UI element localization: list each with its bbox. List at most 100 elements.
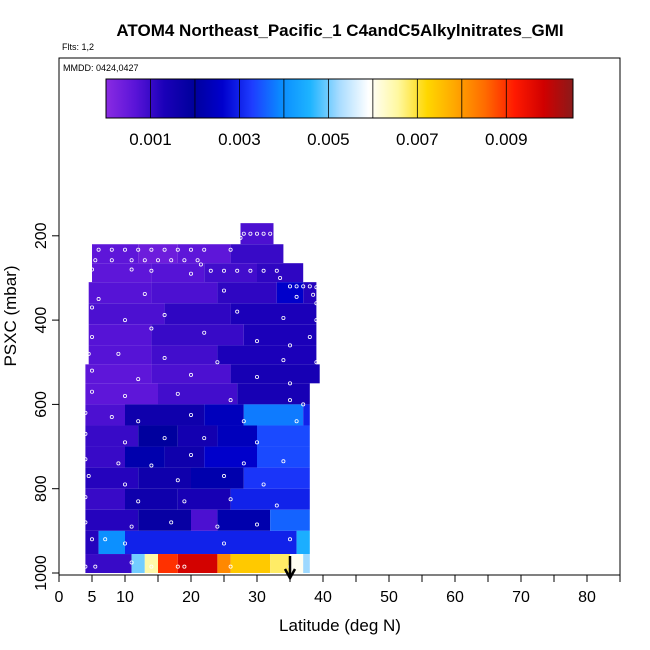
sample-point xyxy=(188,372,193,377)
sample-point xyxy=(281,315,286,320)
heatmap-cell xyxy=(138,467,191,489)
sample-point xyxy=(175,564,180,569)
x-axis-label: Latitude (deg N) xyxy=(279,616,401,635)
heatmap-cell xyxy=(85,383,158,405)
sample-point xyxy=(314,285,319,290)
sample-point xyxy=(274,503,279,508)
sample-point xyxy=(314,360,319,365)
sample-point xyxy=(281,358,286,363)
sample-point xyxy=(307,284,312,289)
sample-point xyxy=(90,389,95,394)
sample-point xyxy=(241,231,246,236)
sample-point xyxy=(83,564,88,569)
sample-point xyxy=(129,258,134,263)
sample-point xyxy=(83,410,88,415)
sample-point xyxy=(123,440,128,445)
sample-point xyxy=(182,499,187,504)
sample-point xyxy=(155,258,160,263)
sample-point xyxy=(169,520,174,525)
sample-point xyxy=(188,247,193,252)
sample-point xyxy=(228,497,233,502)
heatmap-cell xyxy=(92,244,139,264)
sample-point xyxy=(241,419,246,424)
sample-point xyxy=(103,537,108,542)
location-arrow xyxy=(283,556,297,581)
heatmap-cell xyxy=(191,509,218,531)
heatmap-cell xyxy=(243,404,304,426)
sample-point xyxy=(123,318,128,323)
y-tick-label: 1000 xyxy=(33,555,50,591)
heatmap-cell xyxy=(290,554,304,573)
heatmap-cell xyxy=(158,554,178,573)
heatmap-cell xyxy=(144,554,158,573)
sample-point xyxy=(90,334,95,339)
sample-point xyxy=(136,419,141,424)
sample-point xyxy=(175,247,180,252)
heatmap-cell xyxy=(85,364,152,384)
sample-point xyxy=(123,482,128,487)
heatmap-cell xyxy=(276,282,304,304)
sample-point xyxy=(149,326,154,331)
sample-point xyxy=(109,258,114,263)
heatmap-cell xyxy=(237,383,310,405)
sample-point xyxy=(83,431,88,436)
sample-point xyxy=(83,520,88,525)
x-tick-label: 60 xyxy=(446,589,464,606)
sample-point xyxy=(287,343,292,348)
sample-point xyxy=(129,524,134,529)
sample-point xyxy=(149,463,154,468)
sample-point xyxy=(83,495,88,500)
sample-point xyxy=(96,247,101,252)
sample-point xyxy=(198,262,203,267)
colorbar-tick-label: 0.007 xyxy=(396,130,439,149)
heatmap-cell xyxy=(138,244,178,264)
heatmap-cell xyxy=(125,446,165,468)
sample-point xyxy=(129,267,134,272)
colorbar-gradient xyxy=(105,78,574,119)
sample-point xyxy=(254,375,259,380)
heatmap-cell xyxy=(217,425,257,447)
sample-point xyxy=(228,398,233,403)
sample-point xyxy=(142,258,147,263)
x-tick-label: 0 xyxy=(55,589,64,606)
heatmap-cell xyxy=(88,282,152,304)
sample-point xyxy=(86,474,91,479)
sample-point xyxy=(195,258,200,263)
y-axis-label: PSXC (mbar) xyxy=(1,265,20,366)
sample-point xyxy=(287,284,292,289)
sample-point xyxy=(123,541,128,546)
heatmap-cell xyxy=(270,509,310,531)
sample-point xyxy=(136,377,141,382)
heatmap-cell xyxy=(270,554,290,573)
x-tick-label: 30 xyxy=(248,589,266,606)
sample-point xyxy=(123,247,128,252)
sample-point xyxy=(136,499,141,504)
x-tick-label: 40 xyxy=(314,589,332,606)
sample-point xyxy=(274,268,279,273)
heatmap-cell xyxy=(151,263,205,283)
sample-point xyxy=(278,275,283,280)
sample-point xyxy=(169,258,174,263)
y-tick-label: 200 xyxy=(33,222,50,249)
heatmap-cell xyxy=(230,303,317,325)
y-axis: 200 400 600 800 1000 xyxy=(33,222,59,591)
sample-point xyxy=(90,537,95,542)
plot-frame xyxy=(58,57,621,576)
heatmap-cell xyxy=(151,282,218,304)
sample-point xyxy=(261,231,266,236)
mmdd-label: MMDD: 0424,0427 xyxy=(63,63,139,73)
sample-point xyxy=(90,368,95,373)
sample-point xyxy=(287,381,292,386)
x-tick-label: 10 xyxy=(116,589,134,606)
sample-point xyxy=(202,330,207,335)
sample-point xyxy=(90,267,95,272)
heatmap-cell xyxy=(98,530,125,555)
heatmap-cell xyxy=(138,425,178,447)
y-tick-label: 600 xyxy=(33,391,50,418)
sample-point xyxy=(317,326,322,331)
heatmap-cell xyxy=(88,303,165,325)
heatmap-cell xyxy=(125,488,178,510)
heatmap-cell xyxy=(303,404,310,426)
sample-point xyxy=(149,564,154,569)
sample-point xyxy=(261,482,266,487)
